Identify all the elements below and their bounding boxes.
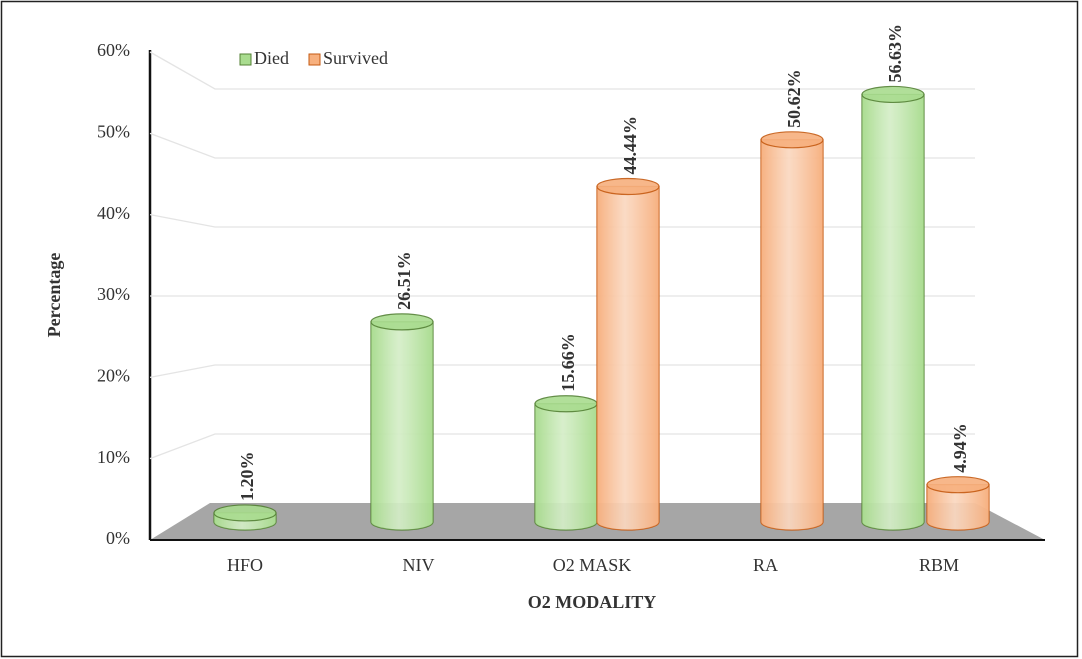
legend-label: Died — [254, 48, 289, 68]
y-tick-label: 40% — [97, 203, 130, 223]
bar — [370, 313, 434, 531]
grid-line — [149, 51, 975, 90]
grid-line — [149, 364, 975, 378]
value-label: 4.94% — [950, 423, 970, 473]
x-tick-label: RA — [753, 555, 778, 575]
value-label: 15.66% — [558, 333, 578, 392]
y-axis-title: Percentage — [44, 253, 64, 338]
y-tick-label: 30% — [97, 284, 130, 304]
y-tick-label: 20% — [97, 365, 130, 385]
bar — [760, 131, 824, 531]
x-tick-label: NIV — [403, 555, 435, 575]
grid-line — [149, 132, 975, 159]
bar — [926, 476, 990, 531]
legend-label: Survived — [323, 48, 388, 68]
x-tick-label: RBM — [919, 555, 959, 575]
y-tick-label: 10% — [97, 447, 130, 467]
bar — [534, 395, 598, 531]
value-label: 44.44% — [620, 116, 640, 175]
bar — [596, 177, 660, 531]
x-tick-label: O2 MASK — [553, 555, 632, 575]
value-label: 50.62% — [784, 69, 804, 128]
bar — [213, 504, 277, 531]
value-label: 1.20% — [237, 451, 257, 501]
value-label: 26.51% — [394, 251, 414, 310]
grid-line — [149, 433, 975, 460]
y-tick-label: 60% — [97, 40, 130, 60]
y-tick-label: 50% — [97, 121, 130, 141]
bar — [861, 85, 925, 531]
y-tick-label: 0% — [106, 528, 130, 548]
x-tick-label: HFO — [227, 555, 263, 575]
value-label: 56.63% — [885, 24, 905, 83]
grid-line — [149, 214, 975, 228]
legend-swatch — [308, 53, 321, 66]
x-axis-title: O2 MODALITY — [528, 592, 657, 612]
legend-swatch — [239, 53, 252, 66]
